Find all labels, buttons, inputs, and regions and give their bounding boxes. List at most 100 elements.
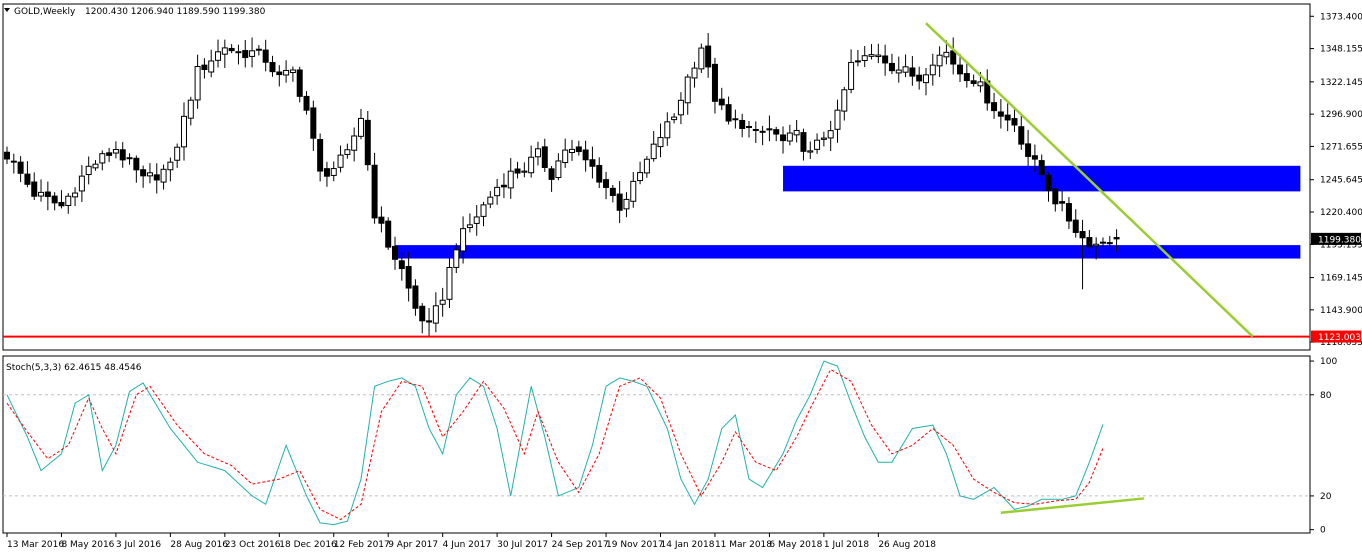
candle	[228, 44, 235, 54]
candle-body	[351, 135, 358, 151]
candle-body	[494, 186, 501, 197]
candle	[119, 142, 126, 168]
candle-body	[255, 48, 262, 51]
stoch-tick-label: 80	[1320, 391, 1332, 401]
time-tick-label: 3 Jul 2016	[116, 540, 161, 550]
candle	[739, 113, 746, 138]
candle	[398, 252, 405, 281]
candle	[303, 91, 310, 115]
candle-body	[786, 132, 793, 142]
candle-body	[603, 179, 610, 188]
candle	[72, 187, 79, 207]
candle	[1099, 237, 1106, 247]
candle-body	[330, 168, 337, 176]
candle-body	[446, 267, 453, 300]
time-tick-label: 24 Sep 2017	[552, 540, 609, 550]
candle-body	[31, 181, 38, 197]
stochastic-axis: 100 80 20 0	[1310, 357, 1337, 536]
candle-body	[160, 168, 167, 183]
main-pane-frame	[2, 3, 1311, 351]
candle-body	[766, 128, 773, 131]
time-tick-label: 30 Jul 2017	[497, 540, 548, 550]
candle	[392, 236, 399, 270]
price-tick-label: 1271.655	[1320, 142, 1362, 152]
stoch-tick-label: 0	[1320, 526, 1326, 536]
candle	[650, 130, 657, 162]
candle-body	[902, 66, 909, 73]
candle-body	[820, 137, 827, 140]
candle-body	[140, 169, 147, 177]
candle	[460, 216, 467, 264]
candle	[562, 138, 569, 168]
candle	[957, 53, 964, 83]
candle-body	[521, 170, 528, 173]
candle-body	[793, 129, 800, 136]
candle-body	[854, 60, 861, 63]
candle-body	[480, 204, 487, 217]
candle-body	[888, 62, 895, 72]
candle-body	[439, 299, 446, 305]
candle	[500, 173, 507, 199]
candle	[344, 143, 351, 159]
candle	[745, 121, 752, 138]
candle-body	[705, 45, 712, 68]
candle-body	[752, 128, 759, 131]
candle	[446, 255, 453, 309]
candle-body	[392, 245, 399, 260]
candle	[548, 165, 555, 192]
time-tick-label: 14 Jan 2018	[661, 540, 715, 550]
candle-body	[201, 64, 208, 71]
candle	[106, 147, 113, 162]
candle-body	[991, 102, 998, 112]
candle	[854, 49, 861, 67]
candle-body	[419, 305, 426, 322]
candle-body	[385, 220, 392, 248]
candle-body	[398, 260, 405, 270]
candle-body	[1106, 242, 1113, 245]
candle-body	[337, 154, 344, 168]
candle-body	[657, 137, 664, 148]
candle	[671, 113, 678, 124]
candle	[902, 54, 909, 78]
candle-body	[4, 151, 10, 160]
candle-body	[868, 54, 875, 57]
candle-body	[711, 63, 718, 102]
candle-body	[916, 74, 923, 82]
time-tick-label: 26 Aug 2018	[878, 540, 936, 550]
candle	[848, 49, 855, 94]
candle	[466, 213, 473, 233]
candle	[439, 287, 446, 317]
candle-body	[500, 184, 507, 188]
candle-body	[1093, 243, 1100, 247]
candle-body	[133, 157, 140, 171]
candle-body	[977, 81, 984, 87]
price-tick-label: 1220.400	[1320, 208, 1362, 218]
candle-body	[514, 168, 521, 174]
candle	[895, 56, 902, 83]
candle	[357, 108, 364, 140]
candle	[643, 156, 650, 178]
dropdown-triangle-icon[interactable]	[4, 8, 10, 12]
candle	[657, 123, 664, 158]
candle	[194, 54, 201, 109]
candle-body	[596, 164, 603, 183]
candle-body	[473, 216, 480, 224]
candle	[51, 192, 58, 211]
candle-body	[453, 249, 460, 268]
candle-body	[827, 130, 834, 139]
candles-group	[4, 33, 1120, 336]
candle-body	[1072, 219, 1079, 233]
candle	[1093, 237, 1100, 260]
candle-body	[745, 125, 752, 128]
candle-body	[38, 191, 45, 197]
candle-body	[780, 134, 787, 142]
candle-body	[296, 69, 303, 97]
candle-body	[773, 129, 780, 135]
candle-body	[460, 228, 467, 252]
candle-body	[671, 116, 678, 121]
candle-body	[119, 149, 126, 161]
candle	[112, 141, 119, 159]
candle-body	[112, 149, 119, 154]
candle-body	[58, 201, 65, 207]
candle	[916, 66, 923, 90]
